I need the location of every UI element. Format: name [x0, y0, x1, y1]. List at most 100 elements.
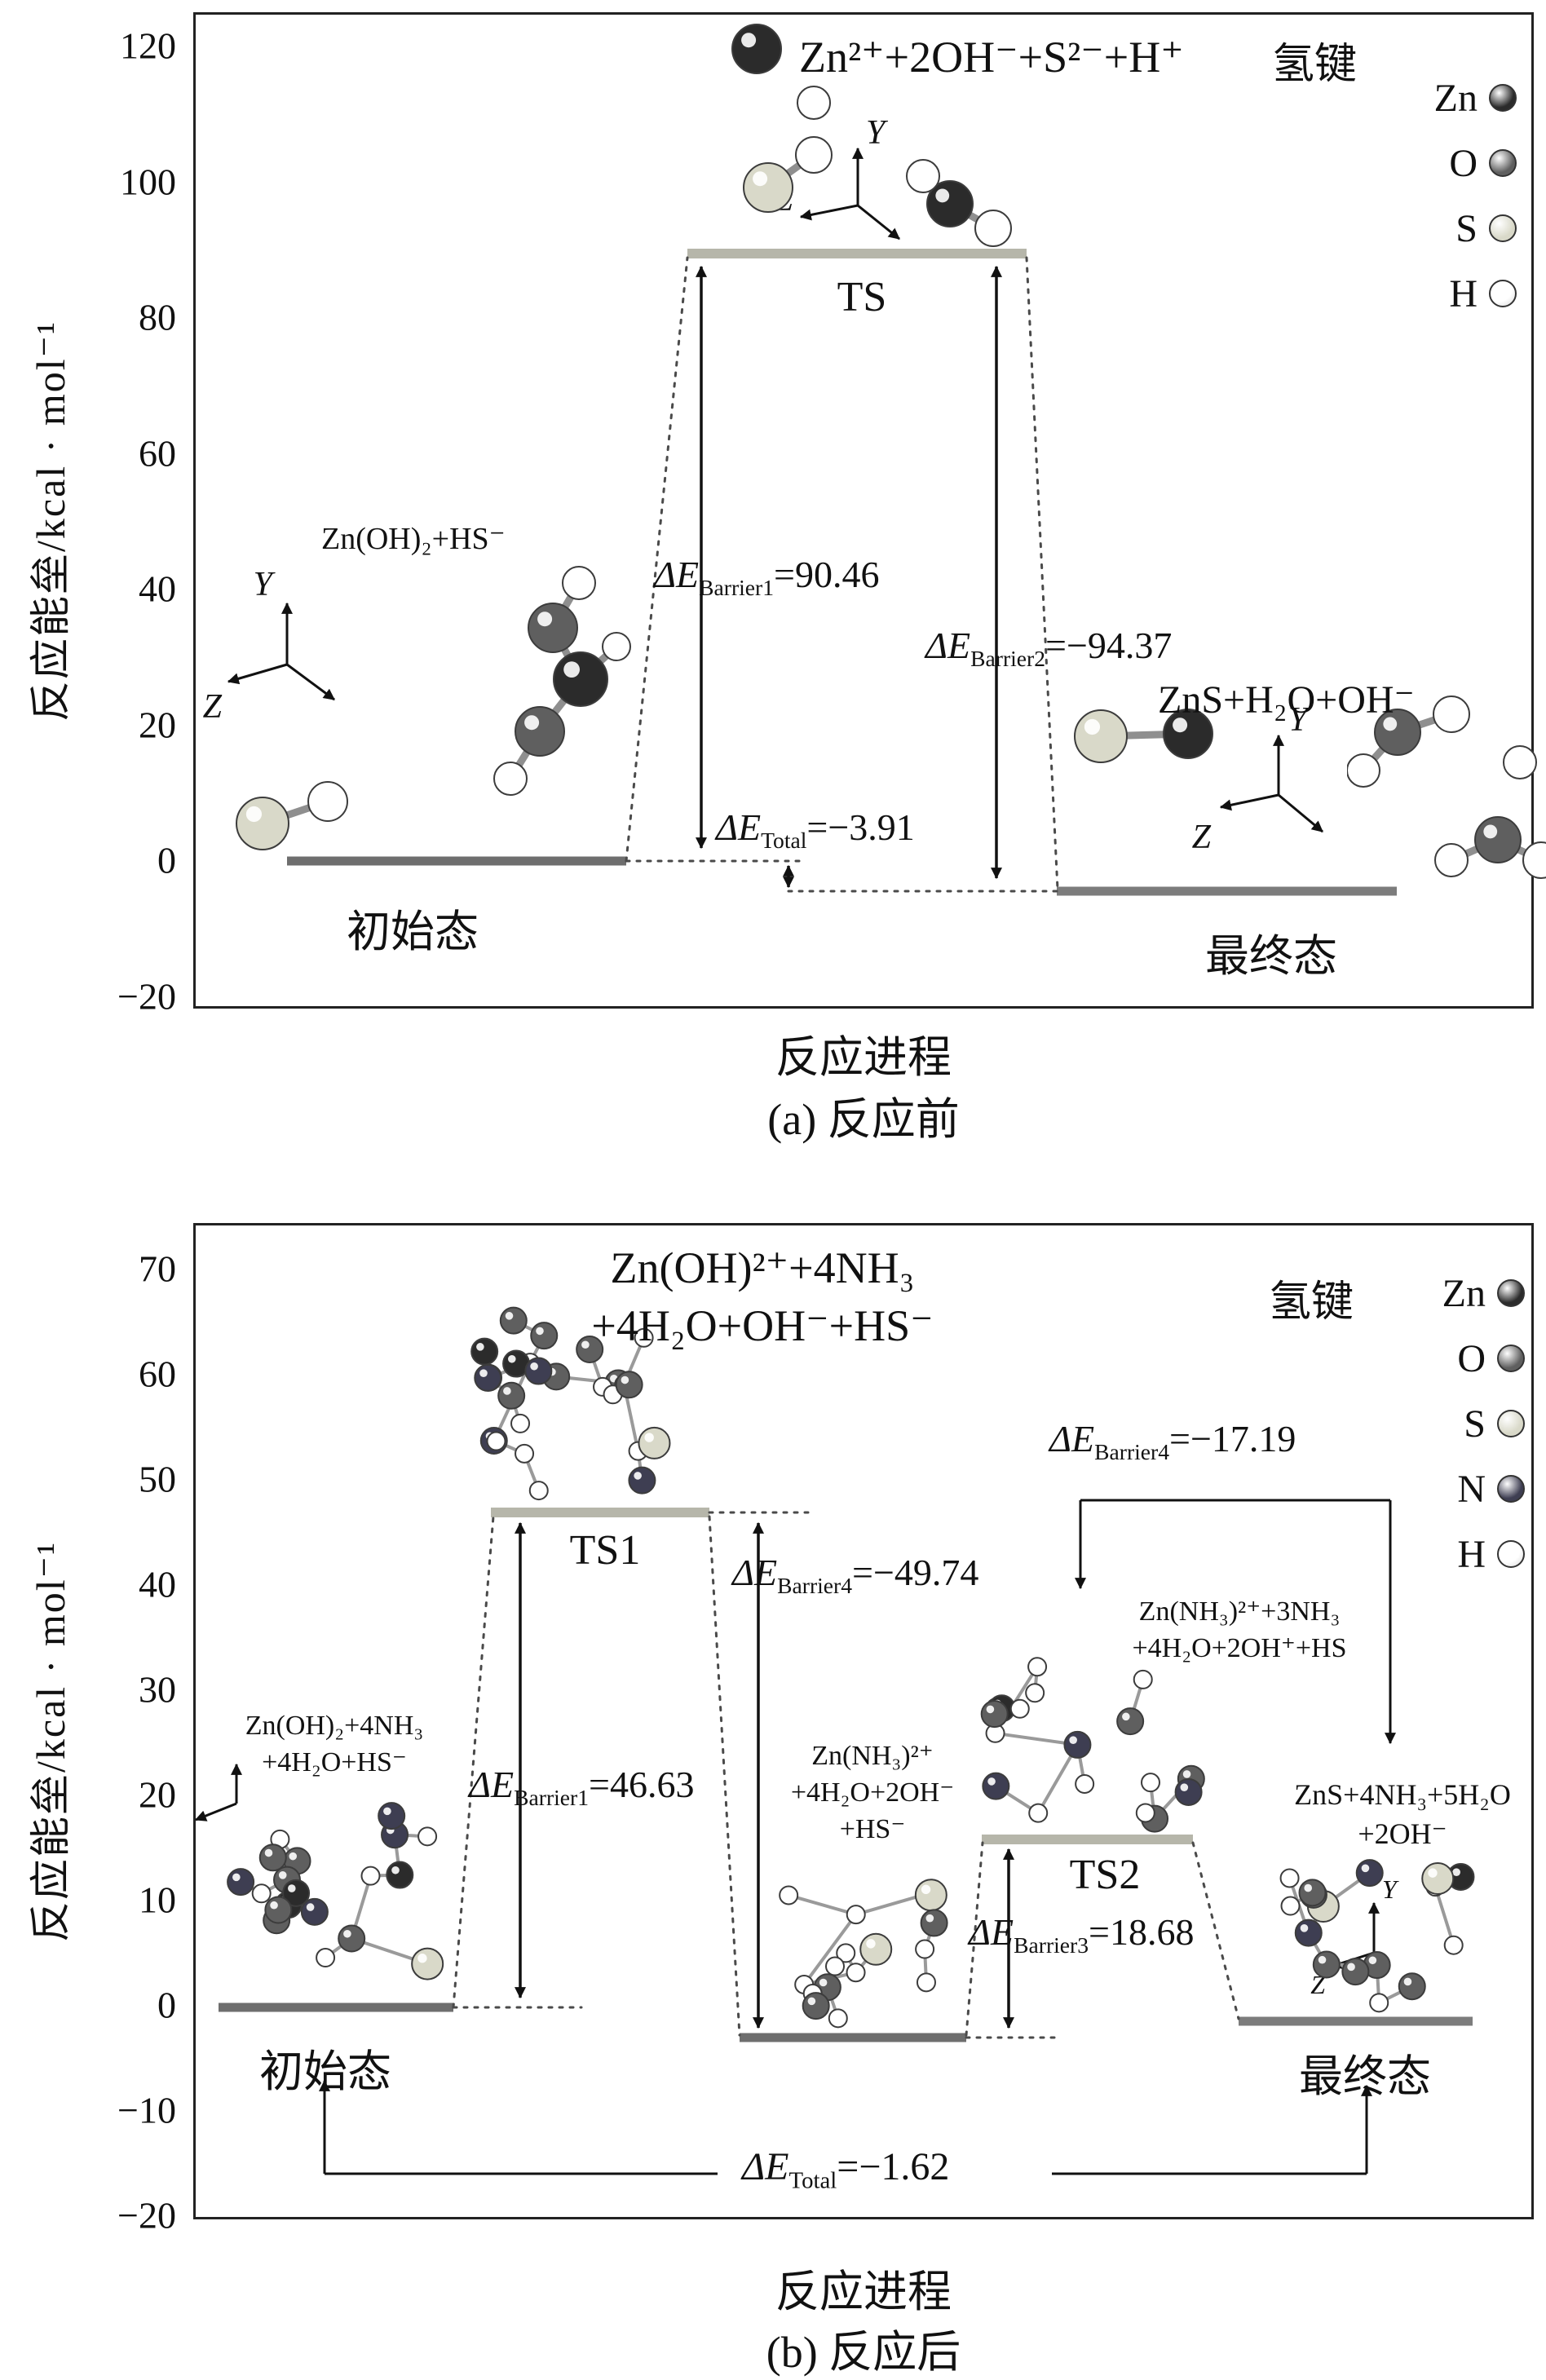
species-line: +4H₂O+2OH⁻ — [766, 1775, 978, 1812]
legend-entry: N — [1419, 1456, 1525, 1521]
top-formula-b: Zn(OH)²⁺+4NH₃ +4H₂O+OH⁻+HS⁻ — [522, 1239, 1003, 1356]
y-tick-label: 80 — [139, 296, 176, 339]
legend-entry: S — [1378, 196, 1517, 261]
delta-e: ΔE — [969, 1911, 1014, 1953]
barrier2-label-a: ΔEBarrier2=−94.37 — [925, 624, 1172, 672]
barrier-sub: Total — [761, 828, 806, 853]
barrier1-label-b: ΔEBarrier1=46.63 — [469, 1763, 695, 1811]
barrier2-label-b: ΔEBarrier4=−49.74 — [732, 1551, 978, 1599]
top-formula-a: Zn²⁺+2OH⁻+S²⁻+H⁺ — [799, 31, 1184, 82]
legend-title-b: 氢键 — [1269, 1267, 1354, 1328]
species-initial-b: Zn(OH)₂+4NH₃ +4H₂O+HS⁻ — [216, 1708, 453, 1782]
species-final-a: ZnS+H₂O+OH⁻ — [1158, 677, 1415, 722]
top-formula-line1: Zn(OH)²⁺+4NH₃ — [522, 1239, 1003, 1297]
total-label-b: ΔETotal=−1.62 — [742, 2144, 949, 2195]
y-tick-label: −20 — [117, 2194, 176, 2237]
barrier-value: =46.63 — [589, 1764, 694, 1805]
molecule-cluster-intermediate-b — [738, 1871, 974, 2034]
state-label-final-b: 最终态 — [1299, 2040, 1431, 2104]
atom-sphere-icon — [1497, 1410, 1525, 1437]
delta-e: ΔE — [742, 2145, 789, 2188]
barrier-value: =−1.62 — [837, 2145, 949, 2188]
caption-a: (a) 反应前 — [767, 1083, 959, 1147]
species-line: Zn(NH₃)²⁺+3NH₃ — [1105, 1594, 1374, 1631]
species-line: +4H₂O+HS⁻ — [216, 1745, 453, 1782]
y-tick-label: 10 — [139, 1879, 176, 1922]
legend-entry-label: O — [1457, 1336, 1486, 1381]
legend-entry-label: N — [1457, 1467, 1486, 1512]
species-initial-a: Zn(OH)₂+HS⁻ — [321, 520, 506, 557]
species-line: ZnS+4NH₃+5H₂O — [1268, 1776, 1537, 1815]
barrier-value: =−49.74 — [852, 1552, 978, 1593]
species-line: +2OH⁻ — [1268, 1815, 1537, 1854]
species-line: +HS⁻ — [766, 1812, 978, 1848]
barrier-sub: Barrier4 — [1094, 1439, 1169, 1464]
y-tick-label: −10 — [117, 2089, 176, 2132]
legend-entry-label: Zn — [1434, 76, 1478, 121]
barrier-sub: Barrier4 — [777, 1573, 852, 1598]
barrier-sub: Barrier3 — [1014, 1932, 1089, 1958]
y-tick-label: −20 — [117, 975, 176, 1018]
y-tick-label: 120 — [120, 24, 176, 68]
molecule-cluster-ts2-b — [966, 1651, 1219, 1839]
species-ts2-b: Zn(NH₃)²⁺+3NH₃ +4H₂O+2OH⁺+HS — [1105, 1594, 1374, 1667]
atom-sphere-icon — [1489, 84, 1517, 112]
y-tick-label: 60 — [139, 1353, 176, 1396]
barrier-value: =18.68 — [1089, 1911, 1194, 1953]
delta-e: ΔE — [654, 554, 699, 595]
species-line: Zn(NH₃)²⁺ — [766, 1738, 978, 1775]
species-intermediate-b: Zn(NH₃)²⁺ +4H₂O+2OH⁻ +HS⁻ — [766, 1738, 978, 1848]
x-axis-label-a: 反应进程 — [775, 1021, 952, 1085]
barrier4-label-b: ΔEBarrier4=−17.19 — [1049, 1417, 1296, 1465]
legend-entry-label: Zn — [1442, 1271, 1486, 1316]
total-label-a: ΔETotal=−3.91 — [716, 806, 915, 854]
molecule-cluster-final-b — [1239, 1859, 1484, 2018]
y-tick-label: 0 — [157, 839, 176, 882]
state-label-ts: TS — [825, 273, 899, 321]
delta-e: ΔE — [469, 1764, 514, 1805]
molecule-hs — [214, 762, 360, 868]
state-label-ts1: TS1 — [548, 1526, 662, 1574]
y-tick-label: 50 — [139, 1458, 176, 1501]
y-tick-label: 30 — [139, 1668, 176, 1711]
y-tick-label: 60 — [139, 431, 176, 475]
legend-entry: Zn — [1419, 1261, 1525, 1326]
y-tick-label: 20 — [139, 703, 176, 746]
legend-entry-label: S — [1464, 1402, 1486, 1446]
legend-entry-label: O — [1449, 141, 1478, 186]
species-line: +4H₂O+2OH⁺+HS — [1105, 1631, 1374, 1667]
delta-e: ΔE — [732, 1552, 777, 1593]
barrier-value: =−3.91 — [806, 806, 914, 848]
barrier-value: =90.46 — [774, 554, 879, 595]
atom-sphere-icon — [1489, 214, 1517, 242]
barrier-sub: Barrier1 — [699, 575, 774, 600]
barrier-sub: Total — [789, 2168, 837, 2194]
atom-sphere-icon — [1497, 1540, 1525, 1568]
y-tick-label: 40 — [139, 1563, 176, 1606]
legend-entry-label: S — [1455, 206, 1478, 251]
barrier-sub: Barrier1 — [514, 1785, 589, 1810]
atom-sphere-icon — [1489, 280, 1517, 307]
state-label-initial-a: 初始态 — [347, 895, 479, 960]
molecule-znoh2 — [457, 559, 652, 819]
legend-title-a: 氢键 — [1272, 29, 1357, 91]
barrier-sub: Barrier2 — [970, 646, 1045, 671]
barrier-value: =−94.37 — [1045, 625, 1172, 666]
state-label-ts2: TS2 — [1060, 1851, 1150, 1899]
delta-e: ΔE — [716, 806, 761, 848]
state-label-initial-b: 初始态 — [259, 2035, 391, 2100]
legend-entry-label: H — [1449, 272, 1478, 316]
caption-b: (b) 反应后 — [766, 2316, 961, 2380]
legend-entry: O — [1419, 1326, 1525, 1391]
legend-entry: S — [1419, 1391, 1525, 1456]
y-tick-label: 70 — [139, 1247, 176, 1291]
legend-entry: Zn — [1378, 65, 1517, 130]
legend-entry: H — [1419, 1521, 1525, 1587]
atom-sphere-icon — [1497, 1475, 1525, 1503]
y-axis-label-a: 反应能垒/kcal · mol⁻¹ — [18, 320, 77, 722]
